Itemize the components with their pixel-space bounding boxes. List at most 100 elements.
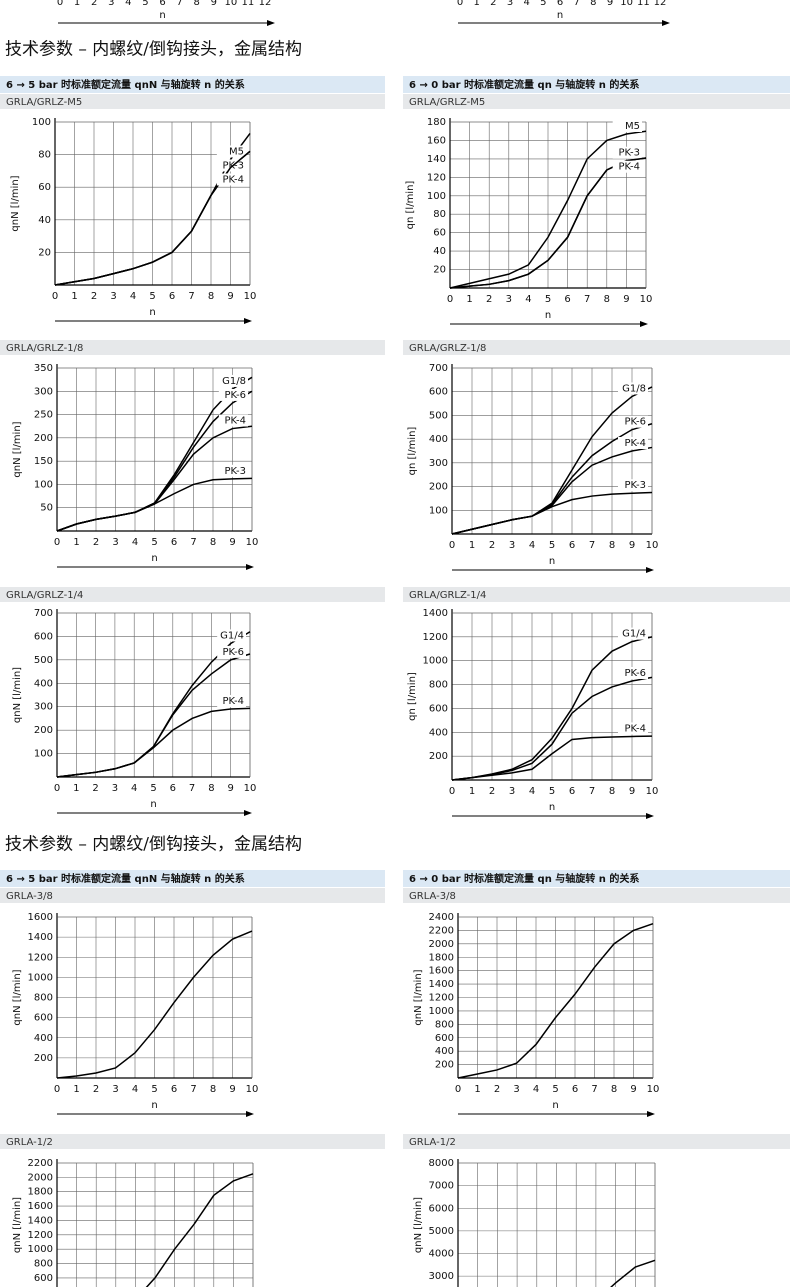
y-tick-label: 2400: [429, 912, 454, 923]
y-axis-label: qnN [l/min]: [413, 1197, 424, 1253]
x-tick-label: 3: [112, 537, 118, 548]
x-tick-label: 8: [210, 537, 216, 548]
chart-subtitle: GRLA/GRLZ-1/4: [409, 590, 486, 601]
series-label: PK-6: [624, 417, 646, 428]
x-tick-label: 5: [549, 786, 555, 797]
x-tick-label: 3: [112, 1084, 118, 1095]
subtitle-bar: [403, 340, 790, 355]
x-tick-label: 11: [637, 0, 650, 8]
series-label: M5: [229, 146, 244, 157]
y-tick-label: 1200: [28, 952, 53, 963]
x-tick-label: 2: [91, 291, 97, 302]
x-tick-label: 6: [159, 0, 165, 8]
y-tick-label: 100: [429, 505, 448, 516]
x-tick-label: 1: [466, 294, 472, 305]
y-tick-label: 20: [433, 265, 446, 276]
x-tick-label: 2: [486, 294, 492, 305]
arrow-head: [646, 567, 654, 573]
y-tick-label: 800: [435, 1019, 454, 1030]
arrow-head: [646, 813, 654, 819]
y-tick-label: 100: [34, 479, 53, 490]
chart-subtitle: GRLA-3/8: [409, 891, 456, 902]
x-axis-label: n: [151, 553, 157, 564]
x-tick-label: 4: [525, 294, 531, 305]
y-axis-label: qn [l/min]: [407, 427, 418, 476]
x-tick-label: 7: [176, 0, 182, 8]
y-tick-label: 800: [34, 1259, 53, 1270]
y-tick-label: 2200: [429, 925, 454, 936]
x-tick-label: 9: [623, 294, 629, 305]
x-tick-label: 0: [52, 291, 58, 302]
section-heading: 技术参数 – 内螺纹/倒钩接头，金属结构: [5, 40, 302, 60]
x-tick-label: 12: [259, 0, 272, 8]
x-tick-label: 9: [229, 537, 235, 548]
arrow-head: [267, 20, 275, 26]
y-axis-label: qn [l/min]: [407, 672, 418, 721]
y-tick-label: 2000: [28, 1172, 53, 1183]
x-tick-label: 2: [489, 786, 495, 797]
x-axis-label: n: [151, 1100, 157, 1111]
arrow-head: [246, 1111, 254, 1117]
x-tick-label: 5: [142, 0, 148, 8]
label-bg: [618, 666, 648, 679]
y-axis-label: qnN [l/min]: [12, 667, 23, 723]
x-tick-label: 10: [246, 1084, 259, 1095]
label-bg: [218, 388, 248, 401]
series-label: PK-6: [624, 668, 646, 679]
x-tick-label: 2: [490, 0, 496, 8]
x-tick-label: 12: [654, 0, 667, 8]
y-tick-label: 200: [429, 482, 448, 493]
subtitle-bar: [403, 1134, 790, 1149]
y-tick-label: 400: [429, 434, 448, 445]
series-label: PK-4: [224, 416, 246, 427]
x-tick-label: 2: [93, 537, 99, 548]
label-bg: [618, 627, 648, 640]
label-bg: [218, 374, 248, 387]
x-tick-label: 11: [242, 0, 255, 8]
header-bar: [403, 870, 790, 887]
y-tick-label: 600: [429, 703, 448, 714]
y-tick-label: 8000: [429, 1158, 454, 1169]
series-line: [56, 930, 253, 1079]
y-tick-label: 250: [34, 410, 53, 421]
y-tick-label: 200: [435, 1060, 454, 1071]
y-tick-label: 1200: [429, 993, 454, 1004]
y-tick-label: 1800: [28, 1187, 53, 1198]
x-tick-label: 8: [210, 1084, 216, 1095]
header-text: 6 → 0 bar 时标准额定流量 qn 与轴旋转 n 的关系: [409, 872, 639, 885]
x-tick-label: 8: [208, 291, 214, 302]
chart-subtitle: GRLA/GRLZ-1/8: [409, 343, 486, 354]
y-tick-label: 1600: [28, 1201, 53, 1212]
header-bar: [0, 870, 385, 887]
series-label: PK-3: [624, 480, 646, 491]
x-axis-label: n: [549, 802, 555, 813]
y-tick-label: 40: [433, 246, 446, 257]
label-bg: [218, 464, 248, 477]
y-tick-label: 200: [34, 433, 53, 444]
x-tick-label: 2: [489, 540, 495, 551]
y-tick-label: 400: [34, 678, 53, 689]
chart-subtitle: GRLA-3/8: [6, 891, 53, 902]
x-tick-label: 4: [533, 1084, 539, 1095]
series-label: PK-4: [222, 696, 244, 707]
x-tick-label: 3: [110, 291, 116, 302]
x-tick-label: 6: [569, 786, 575, 797]
x-tick-label: 7: [190, 537, 196, 548]
arrow-head: [647, 1111, 655, 1117]
label-bg: [618, 437, 648, 449]
x-tick-label: 5: [552, 1084, 558, 1095]
x-tick-label: 0: [447, 294, 453, 305]
y-tick-label: 350: [34, 363, 53, 374]
x-tick-label: 1: [469, 540, 475, 551]
x-tick-label: 0: [57, 0, 63, 8]
x-tick-label: 6: [171, 537, 177, 548]
label-bg: [217, 645, 246, 658]
y-tick-label: 600: [34, 1273, 53, 1284]
x-tick-label: 8: [604, 294, 610, 305]
series-line: [56, 477, 253, 532]
y-tick-label: 50: [40, 503, 53, 514]
series-line: [451, 735, 653, 781]
y-tick-label: 300: [429, 458, 448, 469]
x-tick-label: 8: [611, 1084, 617, 1095]
x-tick-label: 2: [91, 0, 97, 8]
